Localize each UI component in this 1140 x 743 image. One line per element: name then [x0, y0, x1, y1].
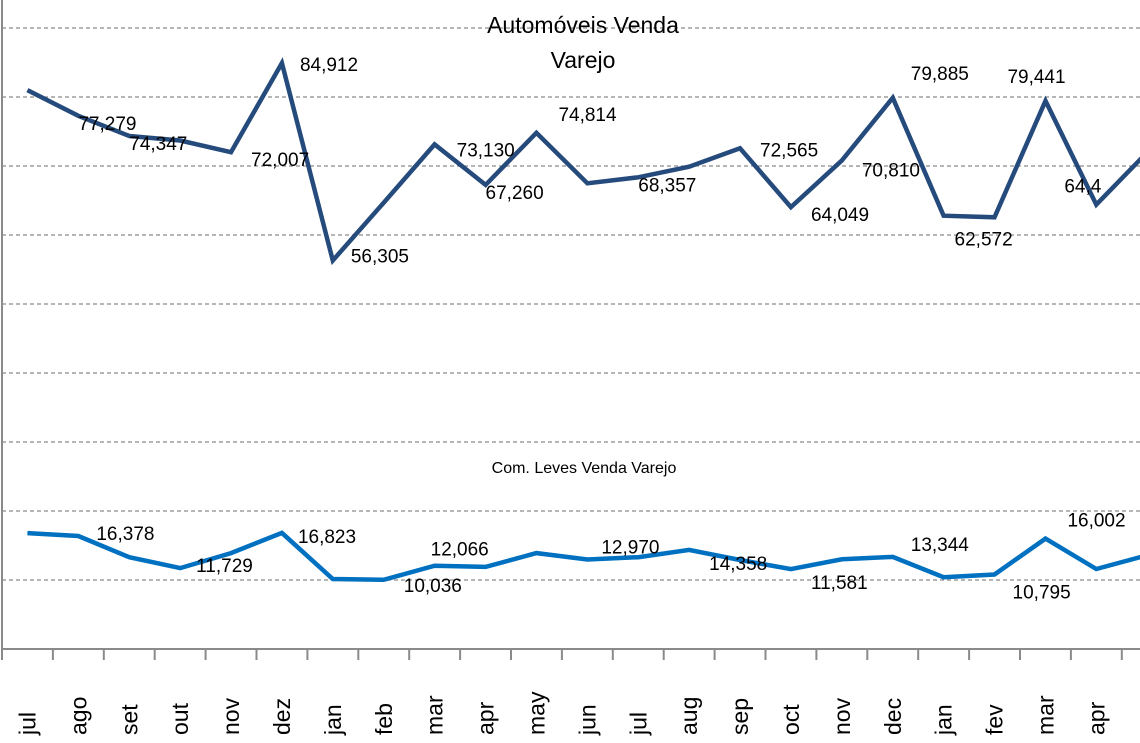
x-label-jun: jun	[574, 704, 600, 736]
x-label-may: may	[523, 691, 549, 735]
data-label: 74,347	[129, 134, 187, 155]
data-label: 67,260	[486, 183, 544, 204]
x-axis-ticks	[1, 649, 1123, 660]
data-label: 16,378	[96, 524, 154, 545]
x-label-jul: jul	[14, 712, 40, 736]
data-label: 13,344	[911, 535, 970, 556]
data-label: 12,970	[601, 538, 659, 559]
x-label-apr: apr	[473, 701, 499, 735]
x-label-dez: dez	[269, 698, 295, 735]
x-label-feb: feb	[371, 703, 397, 735]
data-label: 72,565	[760, 140, 818, 161]
chart-title-line-2: Varejo	[551, 47, 616, 73]
data-label: 74,814	[558, 105, 617, 126]
x-label-nov: nov	[829, 697, 855, 735]
x-label-jan: jan	[931, 704, 957, 736]
data-label: 10,795	[1013, 583, 1071, 604]
data-label: 79,885	[911, 64, 969, 85]
data-label: 77,279	[78, 114, 136, 135]
data-label: 79,441	[1007, 67, 1065, 88]
x-label-apr: apr	[1083, 701, 1109, 735]
data-label: 14,358	[709, 554, 767, 575]
x-label-set: set	[116, 704, 142, 735]
x-label-out: out	[167, 702, 193, 735]
x-label-dec: dec	[880, 698, 906, 735]
data-label: 11,729	[196, 556, 253, 577]
gridlines	[2, 27, 1140, 581]
data-label: 16,823	[298, 527, 356, 548]
data-label: 12,066	[431, 540, 489, 561]
data-label: 70,810	[862, 160, 920, 181]
x-label-oct: oct	[778, 704, 804, 735]
data-label: 64,4	[1064, 177, 1101, 198]
x-label-aug: aug	[676, 697, 702, 735]
data-label: 56,305	[351, 246, 409, 267]
data-label: 73,130	[457, 140, 515, 161]
x-label-mar: mar	[1032, 695, 1058, 735]
x-label-jul: jul	[625, 712, 651, 736]
x-label-fev: fev	[982, 704, 1008, 735]
data-label: 84,912	[300, 55, 358, 76]
x-label-mar: mar	[422, 695, 448, 735]
chart-subtitle: Com. Leves Venda Varejo	[492, 460, 677, 477]
x-label-nov: nov	[218, 697, 244, 735]
data-label: 11,581	[811, 573, 868, 594]
data-label: 62,572	[955, 229, 1013, 250]
x-label-sep: sep	[727, 698, 753, 735]
x-label-ago: ago	[65, 697, 91, 735]
data-label: 10,036	[404, 576, 462, 597]
data-label: 64,049	[811, 205, 869, 226]
data-label: 72,007	[251, 150, 309, 171]
chart-title-line-1: Automóveis Venda	[487, 12, 679, 38]
series-line-1	[27, 530, 1140, 583]
x-tick-labels: jul ago set out nov dez jan feb mar apr may jun jul a…	[14, 691, 1109, 736]
x-label-jan: jan	[320, 704, 346, 736]
data-label: 16,002	[1067, 511, 1125, 532]
data-label: 68,357	[638, 175, 696, 196]
